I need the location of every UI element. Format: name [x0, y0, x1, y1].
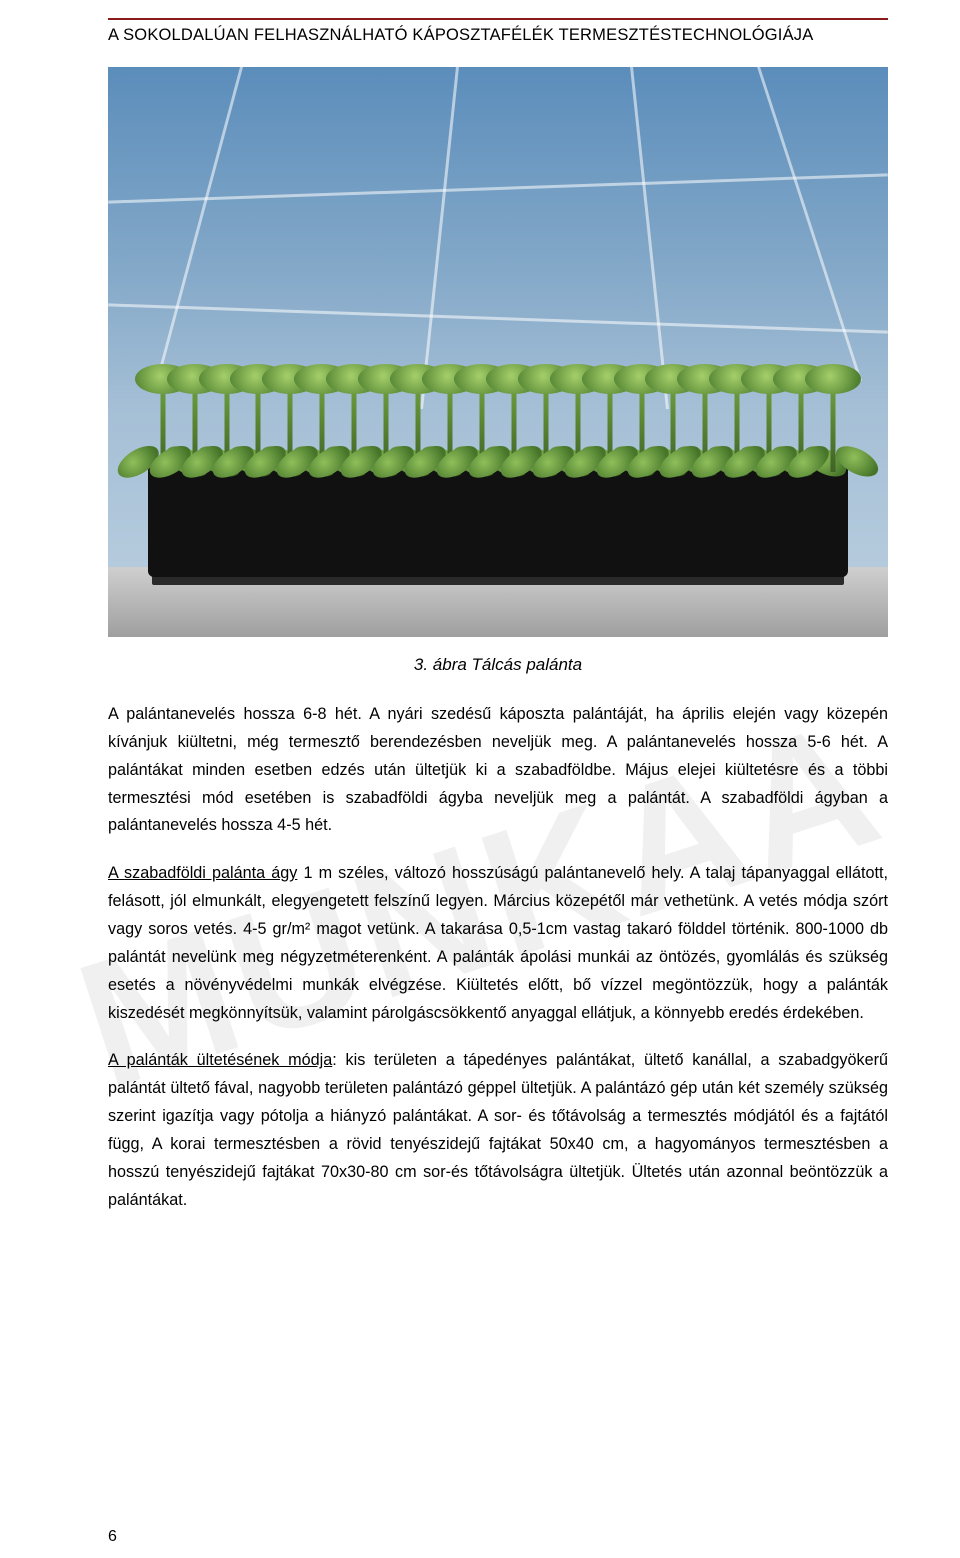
seedling: [340, 206, 369, 472]
seedling: [371, 257, 400, 472]
seedling: [467, 250, 496, 472]
seedling: [786, 223, 815, 472]
seedling: [499, 208, 528, 472]
seedling: [212, 242, 241, 472]
greenhouse-frame-line: [108, 173, 888, 203]
greenhouse-bench: [108, 567, 888, 637]
page-number: 6: [108, 1528, 117, 1546]
paragraph-1: A palántanevelés hossza 6-8 hét. A nyári…: [108, 701, 888, 840]
figure-image: [108, 67, 888, 637]
seedling-row: [148, 282, 848, 472]
paragraph-3-rest: : kis területen a tápedényes palántákat,…: [108, 1051, 888, 1208]
body-text: A palántanevelés hossza 6-8 hét. A nyári…: [108, 701, 888, 1215]
paragraph-2: A szabadföldi palánta ágy 1 m széles, vá…: [108, 860, 888, 1027]
running-header: A SOKOLDALÚAN FELHASZNÁLHATÓ KÁPOSZTAFÉL…: [108, 26, 888, 45]
header-rule: [108, 18, 888, 20]
seedling: [180, 208, 209, 472]
paragraph-3: A palánták ültetésének módja: kis terüle…: [108, 1047, 888, 1214]
paragraph-2-lead: A szabadföldi palánta ágy: [108, 864, 297, 882]
seedling: [627, 236, 656, 472]
paragraph-2-rest: 1 m széles, változó hosszúságú palántane…: [108, 864, 888, 1021]
figure-caption: 3. ábra Tálcás palánta: [108, 655, 888, 675]
seedling: [659, 212, 688, 472]
paragraph-3-lead: A palánták ültetésének módja: [108, 1051, 332, 1069]
seedling: [818, 219, 847, 472]
document-page: A SOKOLDALÚAN FELHASZNÁLHATÓ KÁPOSZTAFÉL…: [0, 0, 960, 1558]
